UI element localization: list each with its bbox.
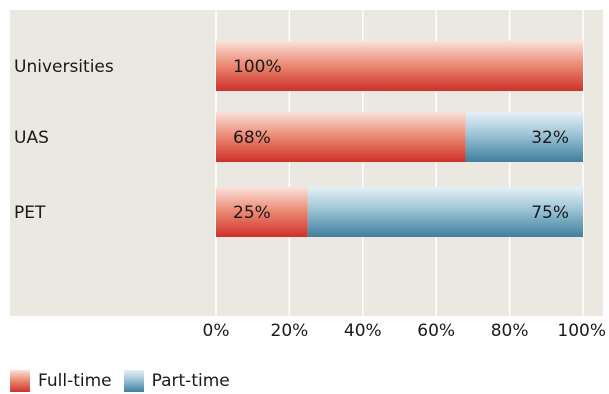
- legend-label-part-time: Part-time: [151, 371, 230, 391]
- legend-item-part-time: Part-time: [123, 370, 230, 392]
- x-tick-label-4: 80%: [491, 321, 529, 341]
- data-label-1-1: 32%: [531, 128, 569, 148]
- bar-full-time-1: [216, 112, 466, 162]
- data-label-1-2: 75%: [531, 203, 569, 223]
- data-label-0-1: 68%: [233, 128, 271, 148]
- category-label-2: PET: [14, 203, 46, 223]
- data-label-0-0: 100%: [233, 57, 282, 77]
- x-tick-label-2: 40%: [344, 321, 382, 341]
- data-labels: 100% 68% 32% 25% 75%: [233, 57, 569, 223]
- x-tick-label-1: 20%: [271, 321, 309, 341]
- category-label-0: Universities: [14, 57, 114, 77]
- legend-item-full-time: Full-time: [10, 370, 112, 392]
- data-label-0-2: 25%: [233, 203, 271, 223]
- chart: Universities UAS PET 100% 68% 32% 25% 75% 0% 20…: [10, 10, 606, 341]
- legend-swatch-part-time: [123, 370, 144, 392]
- legend-swatch-full-time: [10, 370, 30, 392]
- legend: Full-time Part-time: [10, 370, 242, 392]
- bar-part-time-1: [465, 112, 583, 162]
- bars: [216, 41, 583, 237]
- x-tick-label-0: 0%: [203, 321, 230, 341]
- category-label-1: UAS: [14, 128, 49, 148]
- x-tick-label-3: 60%: [417, 321, 455, 341]
- bar-part-time-2: [307, 187, 583, 237]
- bar-full-time-2: [216, 187, 308, 237]
- bar-full-time-0: [216, 41, 583, 91]
- category-labels: Universities UAS PET: [14, 57, 114, 223]
- x-axis-tick-labels: 0% 20% 40% 60% 80% 100%: [203, 321, 606, 341]
- x-tick-label-5: 100%: [557, 321, 606, 341]
- legend-label-full-time: Full-time: [38, 371, 112, 391]
